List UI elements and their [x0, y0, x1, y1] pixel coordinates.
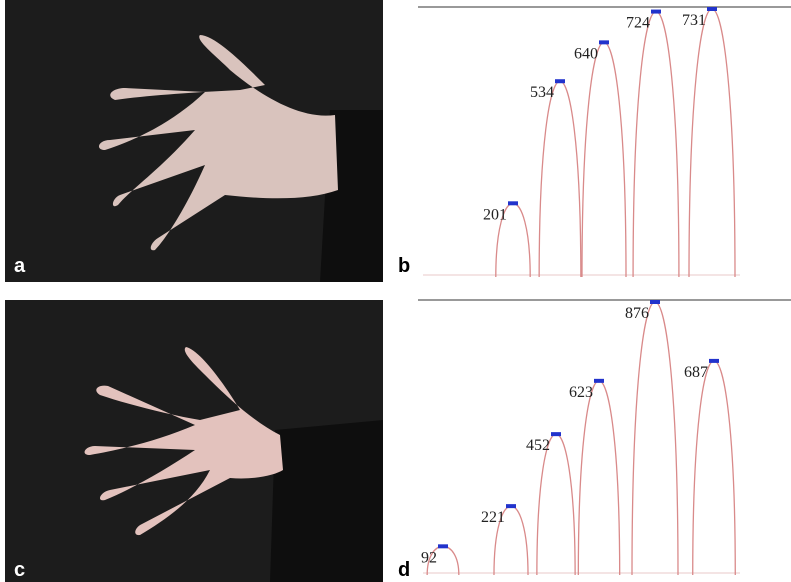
value-label: 201 — [483, 206, 507, 223]
photo-c: c — [5, 300, 383, 582]
photo-a: a — [5, 0, 383, 282]
value-label: 92 — [421, 549, 437, 566]
peak — [689, 9, 735, 277]
value-label: 221 — [481, 509, 505, 526]
peak-marker — [651, 10, 661, 14]
peak — [633, 12, 679, 277]
peak-marker — [599, 40, 609, 44]
value-label: 724 — [626, 15, 650, 32]
peak — [539, 81, 581, 277]
value-label: 534 — [530, 84, 554, 101]
figure: a c 201 534 640 724 731 b 92 221 452 623 876 687 d — [0, 0, 791, 582]
peak-marker — [707, 7, 717, 11]
peak-marker — [438, 544, 448, 548]
value-label: 876 — [625, 305, 649, 322]
panel-label: a — [14, 255, 26, 277]
value-label: 640 — [574, 45, 598, 62]
peak — [632, 302, 678, 575]
peak-marker — [709, 359, 719, 363]
peak-marker — [594, 379, 604, 383]
peak-marker — [551, 432, 561, 436]
value-label: 731 — [682, 12, 706, 29]
peak — [537, 434, 575, 575]
peak — [582, 42, 626, 277]
peak-marker — [506, 504, 516, 508]
peak-marker — [555, 79, 565, 83]
peak — [578, 381, 619, 575]
value-label: 623 — [569, 384, 593, 401]
value-label: 687 — [684, 364, 708, 381]
value-label: 452 — [526, 437, 550, 454]
peak-marker — [650, 300, 660, 304]
panel-label: c — [14, 559, 25, 581]
panel-label: d — [398, 559, 410, 581]
panel-label: b — [398, 255, 410, 277]
peak — [693, 361, 736, 575]
peak-marker — [508, 201, 518, 205]
